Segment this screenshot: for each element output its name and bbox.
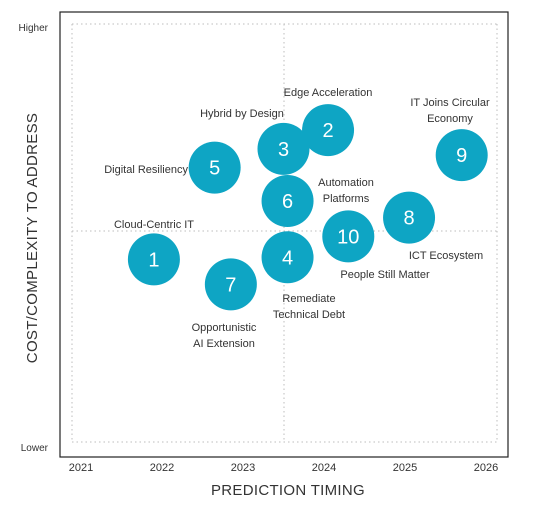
bubble-label-line: Remediate — [282, 293, 335, 305]
bubble-circle — [383, 191, 436, 244]
bubble-5: 5 — [188, 141, 241, 194]
bubble-2: 2 — [302, 104, 355, 157]
x-tick-labels: 2021 2022 2023 2024 2025 2026 — [69, 462, 498, 474]
bubble-number: 6 — [282, 191, 293, 213]
bubble-circle — [261, 174, 314, 227]
bubble-label-5: Digital Resiliency — [104, 164, 188, 176]
bubble-label-line: Cloud-Centric IT — [114, 219, 194, 231]
bubble-label-8: ICT Ecosystem — [409, 250, 483, 262]
bubble-label-7: Opportunistic AI Extension — [192, 322, 257, 350]
bubble-label-10: People Still Matter — [340, 269, 430, 281]
bubble-number: 5 — [209, 158, 220, 180]
bubble-label-line: Digital Resiliency — [104, 164, 188, 176]
x-tick-label: 2024 — [312, 462, 336, 474]
plot-border — [59, 11, 509, 458]
bubble-circle — [257, 122, 310, 175]
x-tick-label: 2023 — [231, 462, 255, 474]
x-tick-label: 2022 — [150, 462, 174, 474]
bubble-number: 9 — [456, 145, 467, 167]
bubble-label-9: IT Joins Circular Economy — [410, 97, 490, 125]
bubble-6: 6 — [261, 174, 314, 227]
bubble-label-6: Automation Platforms — [318, 177, 374, 205]
x-axis-title: PREDICTION TIMING — [211, 482, 365, 499]
y-low-label: Lower — [21, 443, 49, 454]
bubble-number: 2 — [322, 120, 333, 142]
bubble-9: 9 — [435, 129, 488, 182]
bubble-number: 8 — [403, 208, 414, 230]
bubble-label-line: Platforms — [323, 193, 370, 205]
bubble-circle — [322, 210, 375, 263]
bubble-label-line: Opportunistic — [192, 322, 257, 334]
bubble-number: 1 — [148, 249, 159, 271]
bubble-7: 7 — [204, 258, 257, 311]
bubble-circle — [127, 233, 180, 286]
bubble-1: 1 — [127, 233, 180, 286]
bubble-8: 8 — [383, 191, 436, 244]
bubble-label-4: Remediate Technical Debt — [273, 293, 345, 321]
bubbles: 1 2 3 4 5 6 7 8 9 10 — [127, 104, 488, 311]
bubble-number: 10 — [337, 226, 359, 248]
bubble-label-line: Technical Debt — [273, 309, 345, 321]
grid-lines — [71, 23, 498, 443]
x-tick-label: 2025 — [393, 462, 417, 474]
bubble-label-line: IT Joins Circular — [410, 97, 490, 109]
x-tick-label: 2021 — [69, 462, 93, 474]
bubble-label-1: Cloud-Centric IT — [114, 219, 194, 231]
bubble-label-line: Economy — [427, 113, 473, 125]
bubble-circle — [435, 129, 488, 182]
bubble-label-line: Edge Acceleration — [284, 87, 373, 99]
bubble-label-line: Automation — [318, 177, 374, 189]
plot-frame — [59, 11, 509, 458]
bubble-10: 10 — [322, 210, 375, 263]
bubble-number: 7 — [225, 274, 236, 296]
bubble-label-line: ICT Ecosystem — [409, 250, 483, 262]
bubble-number: 4 — [282, 247, 293, 269]
y-high-label: Higher — [19, 23, 49, 34]
bubble-label-2: Edge Acceleration — [284, 87, 373, 99]
bubble-label-3: Hybrid by Design — [200, 108, 284, 120]
bubble-number: 3 — [278, 139, 289, 161]
bubble-label-line: AI Extension — [193, 338, 255, 350]
bubble-labels: Cloud-Centric IT Edge AccelerationHybrid … — [104, 87, 490, 350]
bubble-circle — [261, 231, 314, 284]
bubble-circle — [204, 258, 257, 311]
bubble-circle — [188, 141, 241, 194]
y-axis-title: COST/COMPLEXITY TO ADDRESS — [24, 113, 41, 363]
bubble-circle — [302, 104, 355, 157]
bubble-4: 4 — [261, 231, 314, 284]
bubble-label-line: People Still Matter — [340, 269, 430, 281]
x-tick-label: 2026 — [474, 462, 498, 474]
bubble-3: 3 — [257, 122, 310, 175]
bubble-label-line: Hybrid by Design — [200, 108, 284, 120]
